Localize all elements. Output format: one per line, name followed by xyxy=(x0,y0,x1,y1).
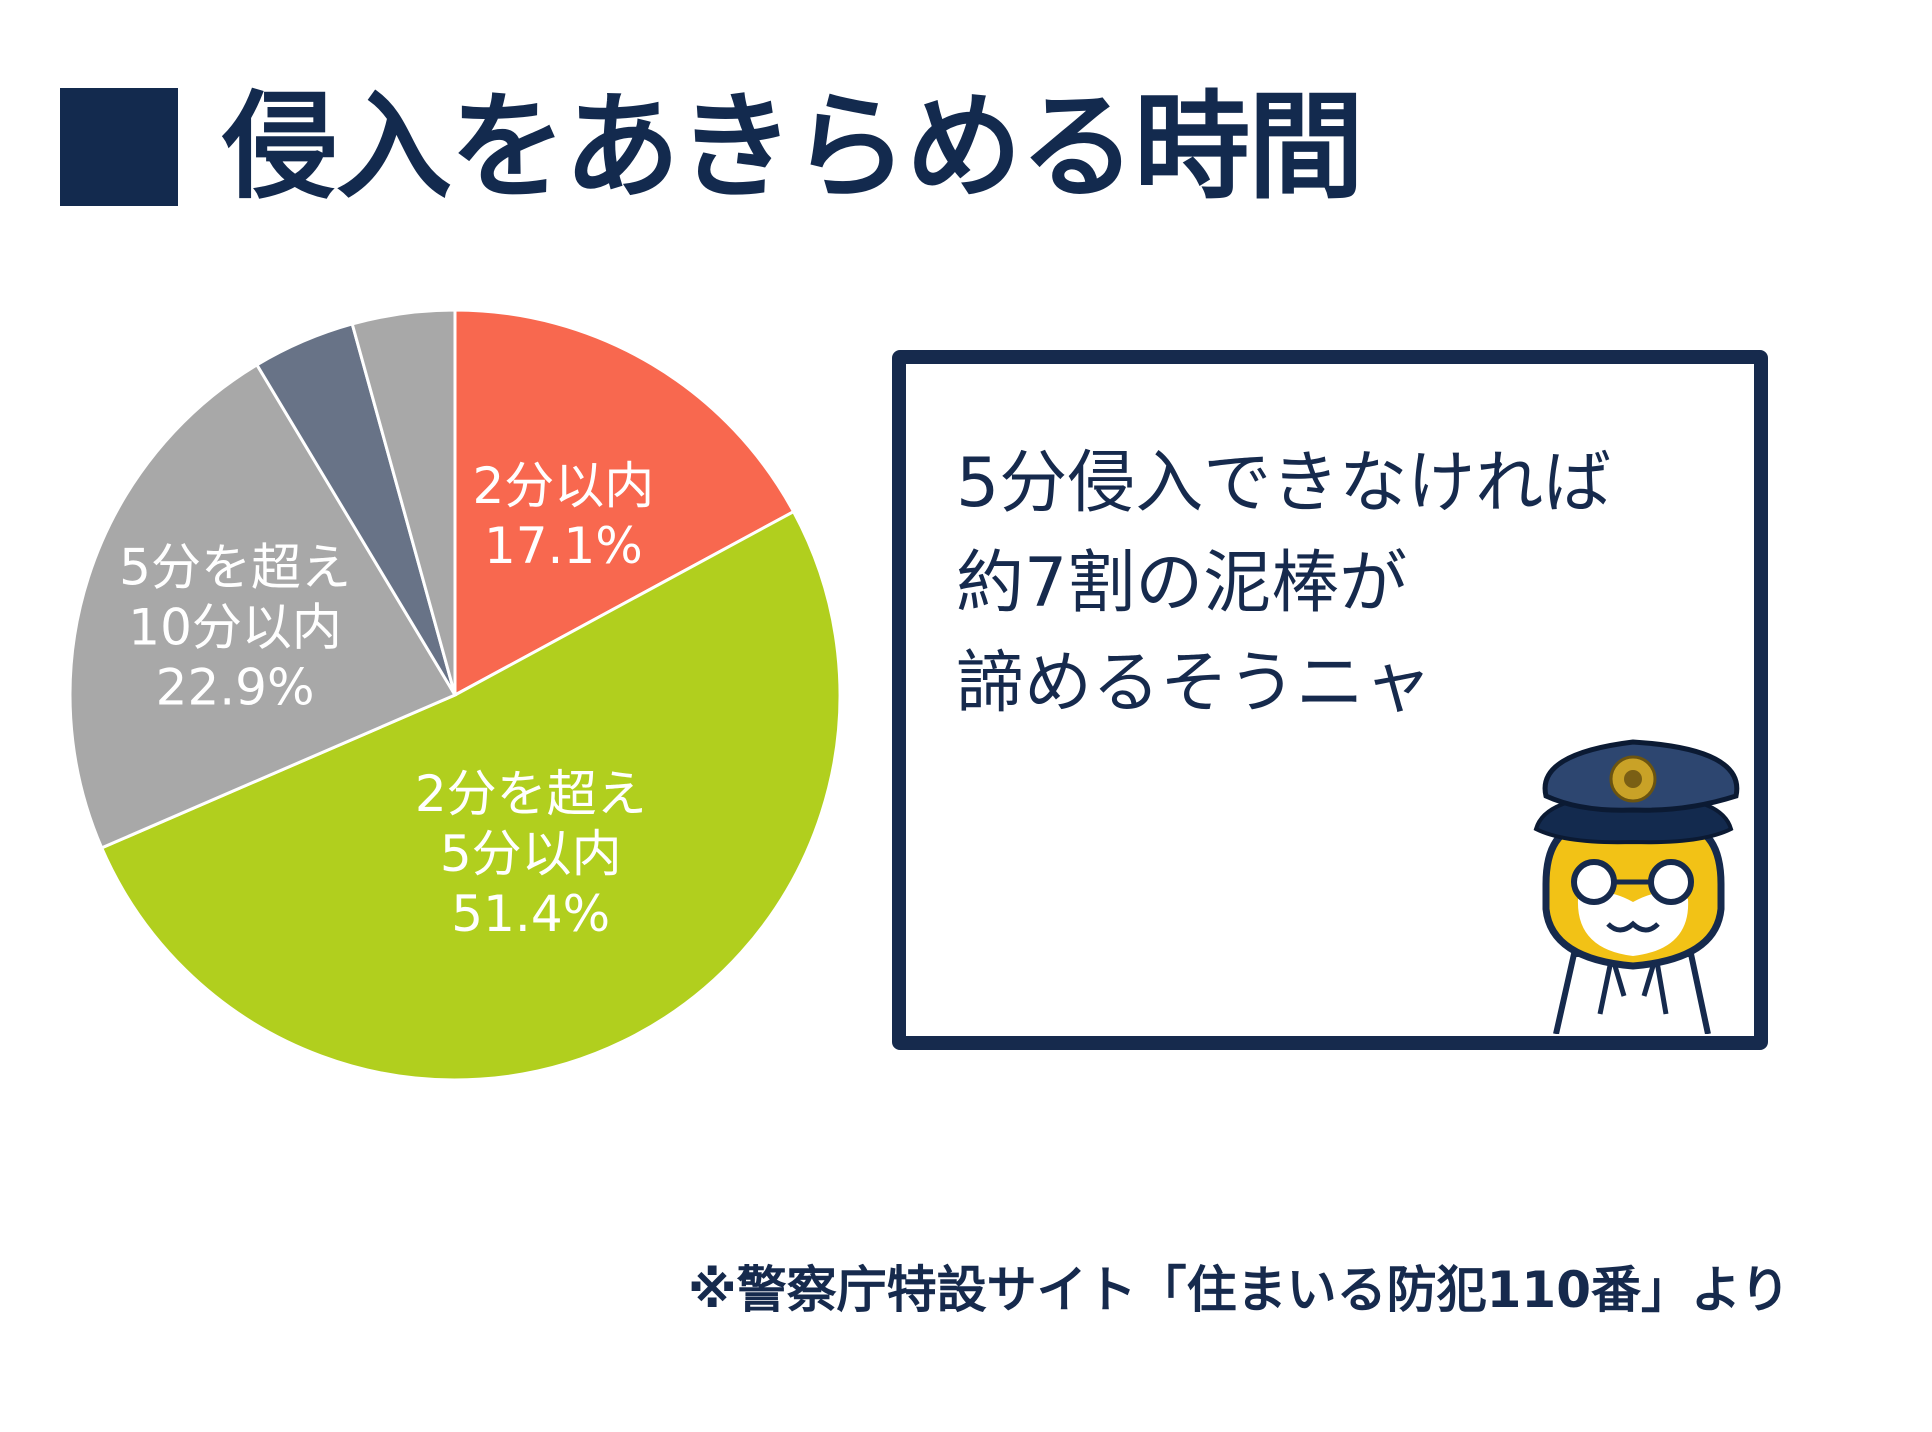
callout-line: 諦めるそうニャ xyxy=(956,644,1433,723)
pie-slice xyxy=(350,308,457,696)
pie-slice-label: 2分を超え xyxy=(415,765,647,823)
pie-slice xyxy=(99,509,842,1082)
pie-slice-label: 17.1% xyxy=(484,517,643,575)
pie-slice-label: 51.4% xyxy=(451,885,610,943)
pie-slice-label: 10分以内 xyxy=(128,598,342,656)
pie-slice-label: 5分以内 xyxy=(440,825,622,883)
callout-text: 5分侵入できなければ 約7割の泥棒が 諦めるそうニャ xyxy=(956,434,1611,734)
pie-slice-label: 2分以内 xyxy=(472,457,654,515)
pie-slice xyxy=(68,362,458,850)
callout-line: 約7割の泥棒が xyxy=(956,544,1408,623)
pie-slice-label: 5分を超え xyxy=(119,538,351,596)
pie-slice xyxy=(453,308,796,698)
callout-line: 5分侵入できなければ xyxy=(956,444,1612,523)
callout-box: 5分侵入できなければ 約7割の泥棒が 諦めるそうニャ xyxy=(892,350,1768,1050)
source-note: ※警察庁特設サイト「住まいる防犯110番」より xyxy=(688,1261,1790,1319)
pie-slice-label: 22.9% xyxy=(156,658,315,716)
police-cat-mascot-icon xyxy=(1533,739,1740,1034)
page-title: 侵入をあきらめる時間 xyxy=(222,80,1364,215)
title-square-icon xyxy=(60,88,178,206)
